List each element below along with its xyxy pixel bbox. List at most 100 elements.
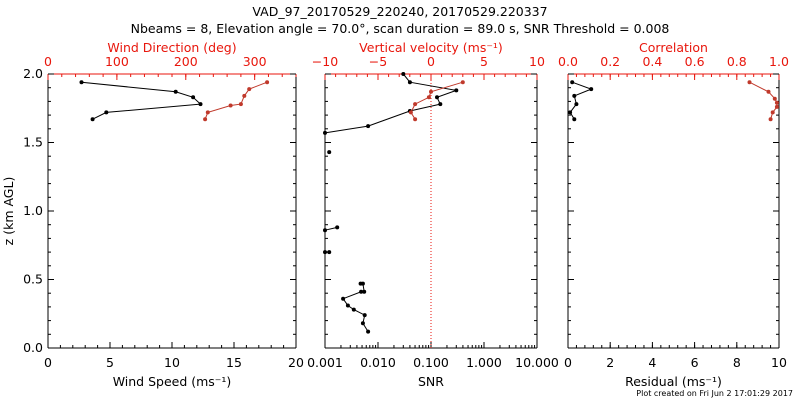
wind-red-series-point [205,110,210,115]
snr-black-series-point [454,88,459,93]
snr-bottom-axis-label: SNR [418,374,444,389]
wind-red-series-point [203,117,208,122]
snr-red-series-point [429,89,433,94]
wind-red-series-point [265,80,270,85]
snr-bottom-tick-label: 0.100 [413,355,449,370]
wind-red-series-point [247,87,252,92]
wind-bottom-tick-label: 0 [44,355,52,370]
panel-snr: 0.001 0.010 0.100 1.000 10.000 −10 −5 0 5 10 SNR Ve… [307,40,559,389]
snr-red-series-line [410,81,463,120]
residual-bottom-tick-label: 10 [771,355,787,370]
residual-bottom-tick-label: 0 [564,355,572,370]
wind-black-series-point [90,117,95,122]
snr-red-series-point [413,117,418,122]
residual-top-tick-label: 0.2 [600,54,620,69]
residual-red-series-point [774,100,779,105]
y-tick-label: 0.5 [23,272,43,287]
residual-black-series-line [569,81,593,120]
residual-red-series-point [774,104,779,109]
wind-red-series-point [242,93,247,98]
wind-black-series-point [173,89,178,94]
residual-black-series-point [589,87,594,92]
snr-top-tick-label: 10 [529,54,545,69]
residual-bottom-axis-label: Residual (ms⁻¹) [625,374,722,389]
snr-top-tick-label: −10 [312,54,338,69]
residual-black-series-point [574,102,579,107]
snr-black-series-point [341,296,346,301]
snr-black-series-line [324,73,459,134]
snr-top-tick-label: −5 [369,54,387,69]
plot-created-footnote: Plot created on Fri Jun 2 17:01:29 2017 [636,389,793,398]
snr-black-series-point [323,228,327,233]
wind-red-series-point [238,102,243,107]
residual-red-series-point [772,96,777,101]
snr-black-series-point [435,95,439,100]
residual-black-series-point [568,110,573,115]
figure-title-line-1: VAD_97_20170529_220240, 20170529.220337 [252,4,547,19]
snr-black-series-point [360,321,365,326]
wind-red-series-point [228,103,233,108]
residual-red-series-point [747,80,752,85]
snr-black-series-point [360,281,365,286]
snr-black-series-point [438,102,443,107]
snr-black-series-point [335,225,340,230]
y-tick-label: 0.0 [23,340,43,355]
snr-black-series-point [366,124,371,129]
residual-bottom-tick-label: 2 [606,355,614,370]
wind-bottom-tick-label: 5 [106,355,114,370]
panel-residual: 0 2 4 6 8 10 0.0 0.2 0.4 0.6 0.8 1.0 Residual (ms⁻¹)… [558,40,789,389]
snr-bottom-tick-label: 0.001 [307,355,343,370]
snr-black-series-point [323,250,327,255]
snr-red-series-point [426,95,431,100]
snr-black-series-point [345,303,350,308]
snr-top-tick-label: 0 [427,54,435,69]
wind-black-series-point [191,95,196,100]
wind-top-tick-label: 200 [174,54,198,69]
y-tick-label: 2.0 [23,66,43,81]
snr-black-series-point [323,130,327,135]
residual-red-series-point [766,89,771,94]
wind-black-series-point [79,80,84,85]
y-tick-label: 1.0 [23,203,43,218]
snr-black-series-point [362,313,367,318]
wind-bottom-tick-label: 15 [226,355,242,370]
snr-bottom-tick-label: 10.000 [515,355,559,370]
residual-black-series-point [572,117,577,122]
snr-black-series-point [359,289,364,294]
residual-bottom-tick-label: 6 [691,355,699,370]
wind-top-tick-label: 100 [105,54,129,69]
residual-bottom-tick-label: 8 [733,355,741,370]
snr-red-series-point [413,102,418,107]
residual-red-series-point [768,117,773,122]
residual-black-series-point [572,93,577,98]
wind-top-axis-label: Wind Direction (deg) [107,40,236,55]
snr-black-series-point [327,250,332,255]
residual-top-tick-label: 0.8 [727,54,747,69]
wind-red-series-line [204,81,268,120]
wind-black-series-point [104,110,109,115]
residual-top-tick-label: 0.6 [685,54,705,69]
snr-black-series-line [324,226,338,231]
wind-black-series-point [198,102,203,107]
y-tick-label: 1.5 [23,135,43,150]
residual-top-axis-label: Correlation [639,40,708,55]
snr-black-series-point [401,72,406,76]
wind-top-tick-label: 300 [243,54,267,69]
snr-black-series-point [351,307,356,312]
y-axis-label: z (km AGL) [1,177,16,246]
figure-title-line-2: Nbeams = 8, Elevation angle = 70.0°, sca… [131,21,670,36]
snr-black-series-point [407,80,412,85]
snr-black-series-point [366,329,371,334]
snr-top-axis-label: Vertical velocity (ms⁻¹) [359,40,503,55]
residual-top-tick-label: 0.4 [642,54,662,69]
wind-bottom-tick-label: 10 [164,355,180,370]
snr-red-series-point [460,80,465,85]
wind-top-tick-label: 0 [44,54,52,69]
residual-red-series-point [770,110,775,115]
snr-bottom-tick-label: 1.000 [466,355,502,370]
snr-black-series-point [327,150,332,155]
residual-top-tick-label: 0.0 [558,54,578,69]
residual-bottom-tick-label: 4 [648,355,656,370]
